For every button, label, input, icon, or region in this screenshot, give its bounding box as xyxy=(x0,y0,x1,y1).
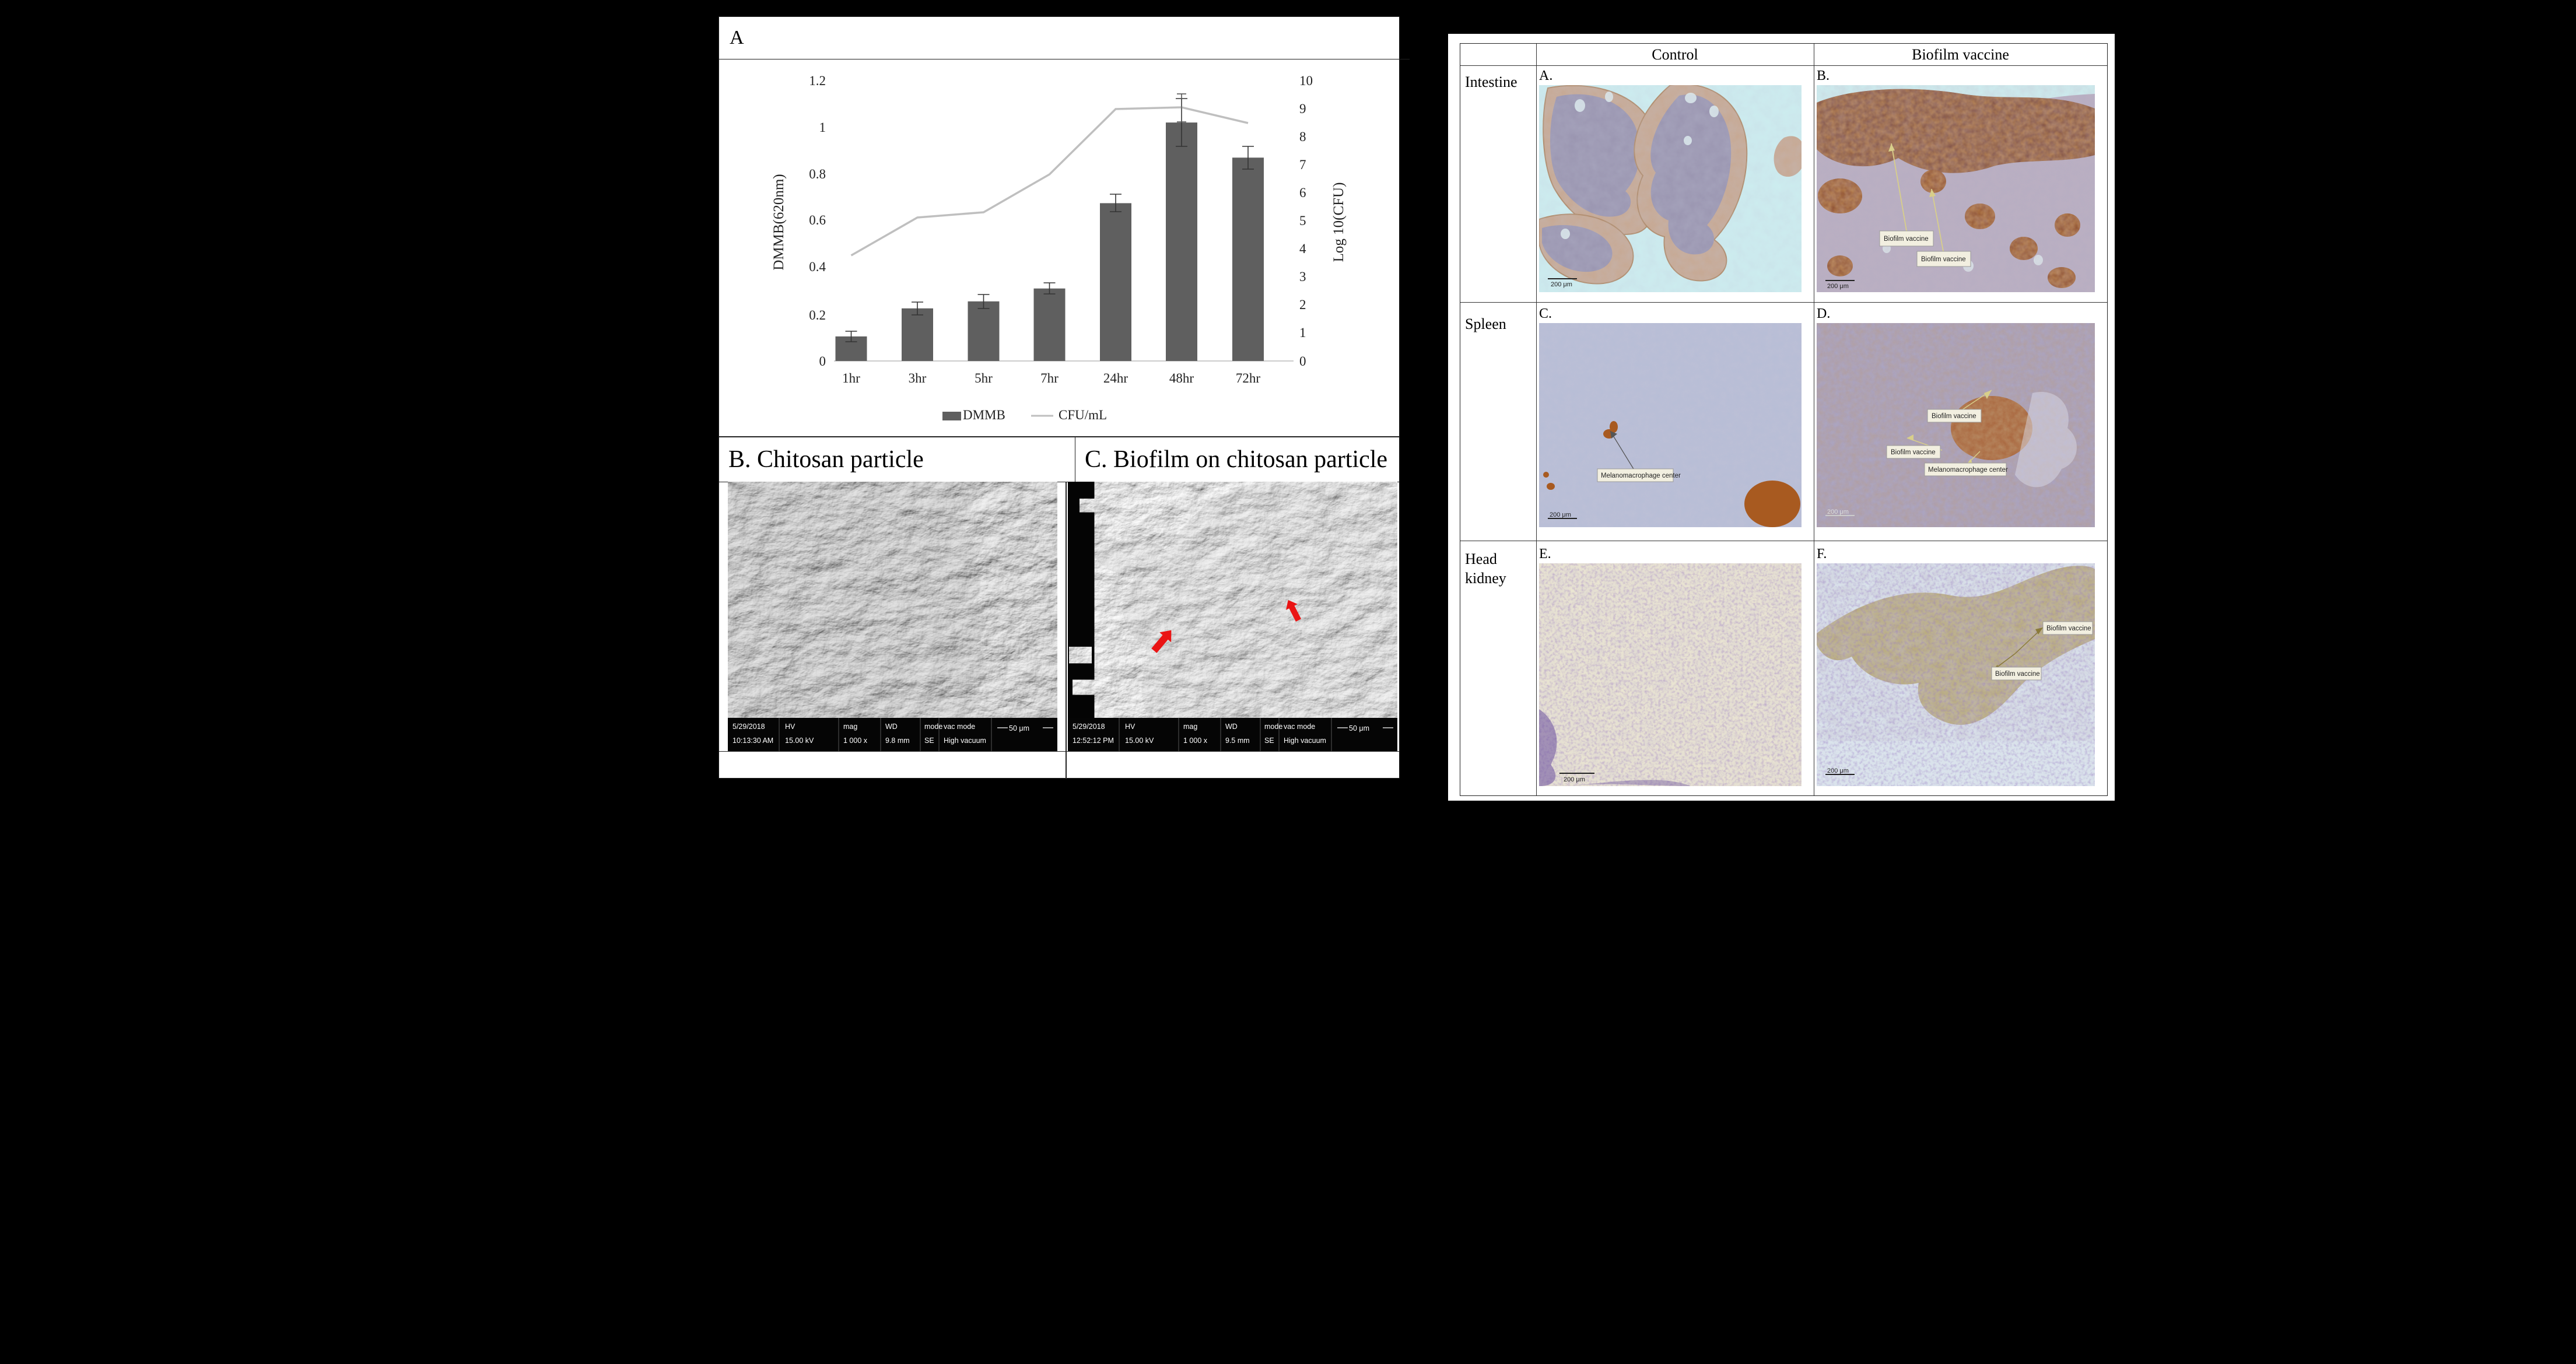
svg-text:HV: HV xyxy=(1125,723,1135,731)
svg-text:Melanomacrophage center: Melanomacrophage center xyxy=(1928,467,2008,474)
svg-text:3hr: 3hr xyxy=(909,371,927,385)
svg-text:Biofilm vaccine: Biofilm vaccine xyxy=(1932,413,1976,420)
svg-text:24hr: 24hr xyxy=(1103,371,1128,385)
svg-text:0: 0 xyxy=(819,354,826,369)
svg-text:High vacuum: High vacuum xyxy=(1284,737,1326,745)
svg-text:SE: SE xyxy=(924,737,934,745)
svg-text:SE: SE xyxy=(1264,737,1274,745)
svg-text:200 μm: 200 μm xyxy=(1550,511,1571,518)
svg-text:Biofilm vaccine: Biofilm vaccine xyxy=(1921,256,1966,263)
svg-text:200 μm: 200 μm xyxy=(1551,281,1572,288)
svg-text:0.8: 0.8 xyxy=(809,167,826,181)
svg-text:mag: mag xyxy=(1183,723,1197,731)
svg-text:15.00 kV: 15.00 kV xyxy=(1125,737,1154,745)
svg-text:200 μm: 200 μm xyxy=(1564,776,1585,783)
svg-text:1hr: 1hr xyxy=(842,371,860,385)
svg-text:0.6: 0.6 xyxy=(809,213,826,227)
svg-text:10: 10 xyxy=(1299,73,1313,88)
svg-text:Melanomacrophage center: Melanomacrophage center xyxy=(1601,472,1681,479)
svg-text:10:13:30 AM: 10:13:30 AM xyxy=(733,737,773,745)
svg-text:Biofilm vaccine: Biofilm vaccine xyxy=(1891,449,1936,456)
svg-text:5hr: 5hr xyxy=(975,371,993,385)
svg-text:4: 4 xyxy=(1299,241,1306,256)
svg-text:Biofilm vaccine: Biofilm vaccine xyxy=(1884,236,1929,243)
svg-text:1.2: 1.2 xyxy=(809,73,826,88)
svg-text:9: 9 xyxy=(1299,101,1306,116)
svg-text:2: 2 xyxy=(1299,297,1306,312)
svg-text:DMMB(620nm): DMMB(620nm) xyxy=(771,174,787,270)
svg-text:0.2: 0.2 xyxy=(809,308,826,322)
svg-text:CFU/mL: CFU/mL xyxy=(1059,408,1107,422)
svg-text:vac mode: vac mode xyxy=(944,723,975,731)
svg-text:mode: mode xyxy=(1264,723,1282,731)
svg-text:0.4: 0.4 xyxy=(809,260,826,274)
svg-text:0: 0 xyxy=(1299,354,1306,369)
svg-text:9.5 mm: 9.5 mm xyxy=(1225,737,1250,745)
svg-text:7: 7 xyxy=(1299,157,1306,172)
svg-text:Biofilm vaccine: Biofilm vaccine xyxy=(2046,625,2091,632)
svg-text:200 μm: 200 μm xyxy=(1827,509,1849,516)
svg-text:5/29/2018: 5/29/2018 xyxy=(733,723,765,731)
svg-text:48hr: 48hr xyxy=(1169,371,1194,385)
svg-text:72hr: 72hr xyxy=(1236,371,1261,385)
svg-text:1: 1 xyxy=(1299,325,1306,340)
svg-text:High vacuum: High vacuum xyxy=(944,737,986,745)
svg-text:15.00 kV: 15.00 kV xyxy=(785,737,814,745)
svg-text:50 μm: 50 μm xyxy=(1349,724,1369,732)
svg-text:WD: WD xyxy=(1225,723,1238,731)
svg-text:1: 1 xyxy=(819,120,826,135)
svg-text:5/29/2018: 5/29/2018 xyxy=(1073,723,1105,731)
svg-text:3: 3 xyxy=(1299,269,1306,284)
svg-text:Biofilm vaccine: Biofilm vaccine xyxy=(1995,671,2040,678)
svg-text:5: 5 xyxy=(1299,213,1306,228)
svg-text:vac mode: vac mode xyxy=(1284,723,1315,731)
svg-text:DMMB: DMMB xyxy=(963,408,1005,422)
svg-text:WD: WD xyxy=(885,723,898,731)
svg-text:12:52:12 PM: 12:52:12 PM xyxy=(1073,737,1114,745)
svg-text:1 000 x: 1 000 x xyxy=(843,737,868,745)
svg-text:200 μm: 200 μm xyxy=(1827,767,1849,774)
svg-text:1 000 x: 1 000 x xyxy=(1183,737,1208,745)
svg-text:7hr: 7hr xyxy=(1040,371,1059,385)
svg-text:50 μm: 50 μm xyxy=(1009,724,1029,732)
svg-text:9.8 mm: 9.8 mm xyxy=(885,737,910,745)
svg-text:mode: mode xyxy=(924,723,942,731)
svg-text:8: 8 xyxy=(1299,129,1306,144)
svg-text:200 μm: 200 μm xyxy=(1827,283,1849,290)
svg-text:mag: mag xyxy=(843,723,857,731)
svg-text:6: 6 xyxy=(1299,185,1306,200)
svg-text:HV: HV xyxy=(785,723,795,731)
svg-text:Log 10(CFU): Log 10(CFU) xyxy=(1331,183,1347,262)
